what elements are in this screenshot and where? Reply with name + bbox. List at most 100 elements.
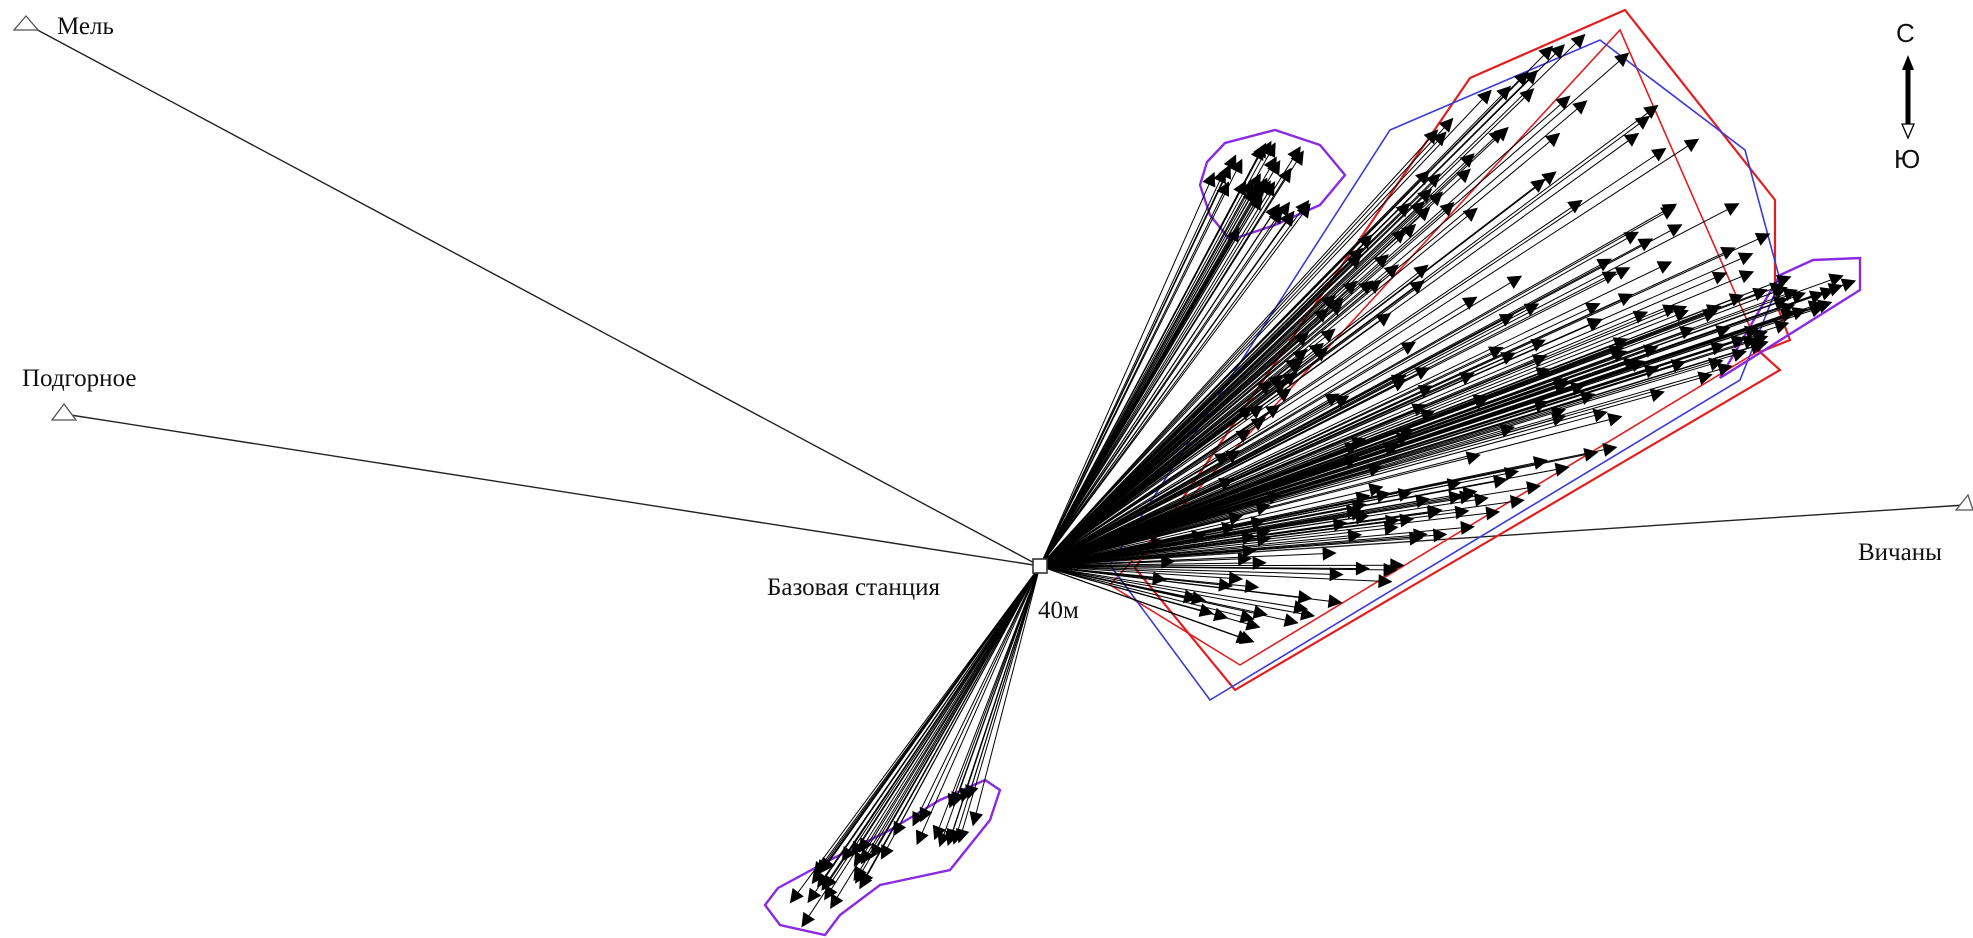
vector-arrow <box>1039 280 1374 567</box>
label-podgornoe: Подгорное <box>22 365 136 392</box>
vector-arrow <box>860 565 1041 887</box>
label-base-station: Базовая станция <box>767 574 941 601</box>
vector-arrow <box>1039 132 1640 567</box>
north-arrow: С Ю <box>1894 18 1920 174</box>
vector-arrow <box>1039 279 1382 567</box>
vector-arrow <box>1039 69 1538 567</box>
vector-arrow <box>1039 442 1618 567</box>
vector-arrow <box>1039 565 1199 604</box>
control-line-podgornoe <box>63 413 1041 567</box>
vector-arrow <box>893 565 1041 837</box>
vector-arrow <box>1039 565 1309 614</box>
vector-arrow <box>1039 158 1243 567</box>
vector-arrow <box>1039 424 1516 567</box>
vector-arrow <box>1039 131 1447 567</box>
vector-arrow <box>1039 171 1216 567</box>
vector-arrow <box>1039 52 1630 567</box>
vector-arrow <box>1039 408 1608 567</box>
vector-arrow <box>1039 558 1405 573</box>
vector-arrow <box>1039 510 1370 567</box>
label-height: 40м <box>1038 597 1079 624</box>
north-label: С <box>1896 18 1915 48</box>
vector-arrow <box>820 565 1041 873</box>
vector-arrow <box>1039 308 1689 567</box>
vector-arrow <box>1039 117 1454 567</box>
vector-arrow <box>955 565 1041 844</box>
vector-arrows <box>789 33 1857 928</box>
vector-arrow <box>1039 521 1399 567</box>
vector-arrow <box>824 565 1041 901</box>
vector-arrow <box>1039 150 1304 567</box>
vector-arrow <box>1039 146 1301 567</box>
control-point-markers <box>12 15 1973 511</box>
vector-arrow <box>1039 95 1571 567</box>
control-lines <box>29 25 1966 567</box>
vector-arrow <box>1039 346 1504 567</box>
vector-arrow <box>830 565 1041 909</box>
vector-arrow <box>947 565 1041 809</box>
vector-arrow <box>1039 565 1316 621</box>
vector-arrow <box>1039 300 1824 567</box>
vector-arrow <box>1039 329 1768 567</box>
vector-arrow <box>1039 129 1439 567</box>
vector-arrow <box>1039 546 1337 567</box>
vector-arrow <box>1039 501 1271 567</box>
vector-arrow <box>1039 565 1255 645</box>
north-arrow-tail <box>1901 123 1915 140</box>
vector-arrow <box>965 565 1041 800</box>
label-mel: Мель <box>57 13 114 40</box>
vector-arrow <box>1039 565 1393 589</box>
vector-arrow <box>1039 532 1272 567</box>
vector-arrow <box>858 565 1041 853</box>
vector-arrow <box>1039 188 1433 567</box>
vector-arrow <box>1039 180 1247 567</box>
vector-arrow <box>1039 273 1844 567</box>
vector-arrow <box>789 565 1041 904</box>
vector-arrow <box>855 565 1041 884</box>
vector-arrow <box>1039 89 1492 567</box>
vector-arrow <box>1039 310 1649 567</box>
vector-arrow <box>946 565 1041 844</box>
vector-arrow <box>1039 178 1546 567</box>
vector-arrow <box>1039 341 1417 567</box>
vector-arrow <box>1039 182 1259 567</box>
control-line-mel <box>29 25 1041 567</box>
vector-arrow <box>1039 412 1567 567</box>
vector-arrow <box>1039 335 1758 567</box>
vector-arrow <box>915 565 1041 846</box>
vector-arrow <box>1039 203 1311 567</box>
vector-arrow <box>1039 528 1428 567</box>
north-arrow-head <box>1902 55 1914 70</box>
label-vichany: Вичаны <box>1858 539 1942 566</box>
boundary-purple-north <box>1198 128 1347 242</box>
vector-arrow <box>1039 285 1788 567</box>
vector-arrow <box>1039 203 1280 567</box>
vector-arrow <box>1039 203 1740 567</box>
vector-arrow <box>1039 380 1273 567</box>
vector-arrow <box>1039 154 1237 567</box>
vector-arrow <box>817 565 1041 888</box>
vector-arrow <box>1039 209 1283 567</box>
vector-arrow <box>1039 565 1260 594</box>
vector-arrow <box>1039 274 1792 567</box>
vector-arrow <box>912 565 1041 827</box>
vector-arrow <box>1039 290 1807 567</box>
vector-arrow <box>1039 232 1771 567</box>
vector-arrow <box>1039 199 1310 567</box>
triangle-marker-vichany <box>1954 493 1973 511</box>
vector-arrow <box>1039 462 1570 567</box>
vector-arrow <box>841 565 1041 862</box>
control-line-vichany <box>1039 504 1966 567</box>
vector-arrow <box>1039 195 1262 567</box>
vector-arrow <box>1039 247 1363 567</box>
vector-arrow <box>1039 565 1261 631</box>
vector-arrow <box>1039 261 1673 567</box>
vector-arrow <box>1039 565 1344 582</box>
vector-arrow <box>1039 181 1276 567</box>
vector-arrow <box>1039 211 1294 567</box>
vector-arrow <box>1039 278 1857 567</box>
vector-arrow <box>1039 565 1313 604</box>
vector-arrow <box>1039 429 1252 567</box>
